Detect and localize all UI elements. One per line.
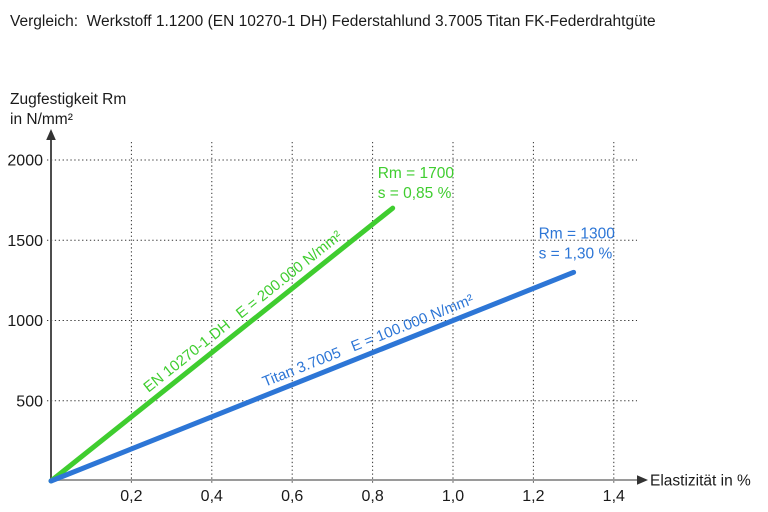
x-tick-label: 0,6	[281, 488, 303, 505]
y-tick-label: 1500	[7, 233, 43, 250]
x-axis-title: Elastizität in %	[650, 473, 751, 490]
x-tick-label: 1,2	[522, 488, 544, 505]
series-line-1	[48, 205, 396, 484]
x-tick-label: 0,8	[361, 488, 383, 505]
y-axis-title-line1: Zugfestigkeit Rm	[10, 91, 127, 108]
series-annotation-2-line1: Rm = 1300	[539, 225, 616, 242]
x-tick-label: 1,0	[442, 488, 464, 505]
y-tick-label: 2000	[7, 153, 43, 170]
y-tick-label: 500	[16, 393, 43, 410]
y-axis-arrow-icon	[46, 129, 56, 140]
figure-title: Vergleich: Werkstoff 1.1200 (EN 10270-1 …	[10, 13, 656, 30]
x-tick-label: 0,2	[120, 488, 142, 505]
y-axis-title: Zugfestigkeit Rm in N/mm²	[10, 90, 126, 130]
y-tick-label: 1000	[7, 313, 43, 330]
x-tick-label: 1,4	[603, 488, 625, 505]
y-axis-title-line2: in N/mm²	[10, 111, 73, 128]
x-tick-label: 0,4	[201, 488, 223, 505]
series-annotation-1-line2: s = 0,85 %	[378, 185, 452, 202]
x-axis-arrow-icon	[637, 475, 648, 485]
series-annotation-1-line1: Rm = 1700	[378, 165, 455, 182]
series-annotation-2-line2: s = 1,30 %	[539, 245, 613, 262]
series-line-2	[48, 269, 577, 484]
